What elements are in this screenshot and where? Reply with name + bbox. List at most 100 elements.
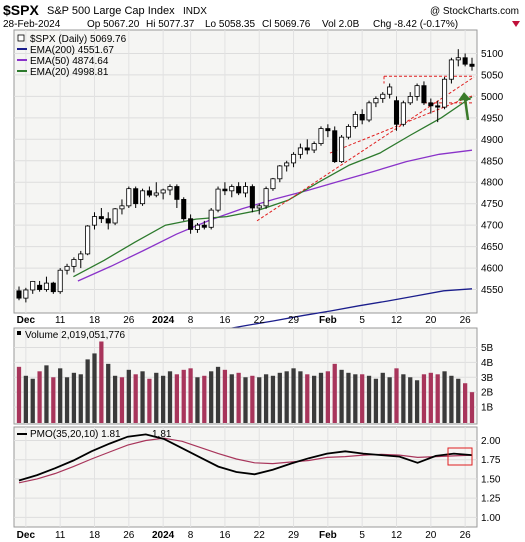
volume-bar: [463, 383, 468, 423]
date-tick-label: 26: [460, 315, 472, 326]
price-tick-label: 5100: [481, 49, 504, 60]
volume-bar: [71, 372, 77, 423]
candle-body: [414, 85, 420, 97]
pmo-tick-label: 1.75: [481, 455, 501, 466]
price-tick-label: 5000: [481, 92, 504, 103]
volume-bar: [353, 374, 358, 423]
pmo-date-tick-label: Dec: [17, 530, 36, 541]
volume-bar: [449, 375, 454, 423]
price-tick-label: 4950: [481, 113, 504, 124]
volume-bar: [435, 374, 440, 423]
volume-bar: [250, 375, 255, 423]
symbol-label: $SPX: [3, 2, 39, 18]
price-panel-bg: [13, 29, 478, 314]
candle-body: [85, 225, 91, 255]
volume-bar: [229, 374, 234, 423]
candle-body: [380, 93, 386, 99]
ema20-path: [73, 96, 473, 278]
candle-body: [270, 178, 276, 190]
quote-close: Cl 5069.76: [262, 19, 311, 30]
pmo-tick-label: 2.00: [481, 436, 501, 447]
quote-volume: Vol 2.0B: [322, 19, 360, 30]
volume-bar: [147, 378, 152, 423]
candle-body: [126, 188, 132, 207]
candle-body: [332, 130, 338, 163]
volume-bar: [167, 371, 173, 423]
volume-bar: [366, 375, 372, 423]
candle-body: [242, 186, 249, 194]
candle-body: [352, 114, 358, 127]
candle-body: [428, 102, 434, 107]
volume-bar: [428, 372, 433, 423]
change-down-icon: [512, 21, 520, 27]
candle-body: [435, 105, 441, 108]
volume-tick-label: 2B: [481, 388, 494, 399]
volume-bar: [263, 374, 269, 423]
candle-body: [236, 186, 242, 194]
volume-bar: [23, 375, 28, 423]
legend-ema200-label: EMA(200) 4551.67: [30, 45, 114, 56]
pmo-date-tick-label: 26: [460, 530, 472, 541]
volume-tick-label: 3B: [481, 373, 494, 384]
candle-body: [215, 188, 221, 211]
volume-bar: [456, 378, 461, 423]
volume-bar: [408, 377, 413, 423]
volume-bar: [346, 372, 351, 423]
price-tick-label: 4900: [481, 135, 504, 146]
pmo-panel: 1.00 1.25 1.50 1.75 2.00 PMO(35,20,10) 1.81 1…: [13, 426, 501, 528]
candlesticks: [16, 49, 475, 303]
candle-body: [222, 188, 228, 192]
quote-change: Chg -8.42 (-0.17%): [373, 19, 458, 30]
pmo-date-tick-label: 22: [254, 530, 266, 541]
volume-bar: [373, 378, 379, 423]
volume-bar: [37, 371, 42, 423]
chart-header: $SPX S&P 500 Large Cap Index INDX @ Stoc…: [3, 2, 520, 30]
pmo-date-tick-label: 29: [288, 530, 300, 541]
volume-bar: [133, 374, 138, 423]
volume-bar: [291, 368, 296, 423]
candle-body: [30, 280, 36, 291]
volume-bar: [78, 374, 83, 423]
candle-body: [291, 153, 297, 164]
volume-bar: [360, 374, 365, 423]
pmo-date-tick-label: 18: [89, 530, 101, 541]
date-tick-label: 22: [254, 315, 266, 326]
pmo-date-axis: Dec 11 18 26 2024 8 16 22 29 Feb 5 12 20 26: [17, 530, 471, 541]
volume-bar: [236, 372, 241, 423]
pmo-panel-bg: [13, 426, 478, 528]
volume-y-axis: 1B 2B 3B 4B 5B: [481, 343, 494, 414]
volume-bar: [298, 371, 303, 423]
legend-ema50-label: EMA(50) 4874.64: [30, 56, 109, 67]
candle-body: [91, 216, 98, 226]
volume-bar: [401, 374, 406, 423]
volume-bar: [188, 368, 193, 423]
pmo-date-tick-label: 12: [391, 530, 403, 541]
candle-body: [256, 205, 262, 209]
candle-body: [153, 192, 159, 196]
candle-body: [105, 218, 111, 224]
volume-bar: [174, 374, 179, 423]
volume-bar: [119, 377, 125, 423]
volume-tick-label: 5B: [481, 343, 494, 354]
price-tick-label: 5050: [481, 70, 504, 81]
volume-bar: [421, 374, 427, 423]
price-tick-label: 4650: [481, 242, 504, 253]
candle-body: [325, 128, 331, 132]
volume-panel: 1B 2B 3B 4B 5B Volume 2,019,051,776: [13, 327, 494, 425]
candle-body: [249, 186, 255, 209]
pmo-date-tick-label: 2024: [152, 530, 175, 541]
volume-bar: [16, 366, 22, 423]
candle-body: [393, 100, 400, 125]
volume-tick-label: 4B: [481, 358, 494, 369]
volume-bar: [325, 371, 330, 423]
candle-body: [318, 128, 324, 144]
quote-low: Lo 5058.35: [205, 19, 255, 30]
pmo-legend: PMO(35,20,10) 1.81 1.81: [17, 429, 172, 440]
pmo-date-tick-label: 8: [188, 530, 194, 541]
candle-body: [174, 186, 180, 200]
price-tick-label: 4850: [481, 156, 504, 167]
quote-open: Op 5067.20: [87, 19, 140, 30]
volume-bar: [195, 377, 200, 423]
candle-body: [462, 57, 468, 65]
